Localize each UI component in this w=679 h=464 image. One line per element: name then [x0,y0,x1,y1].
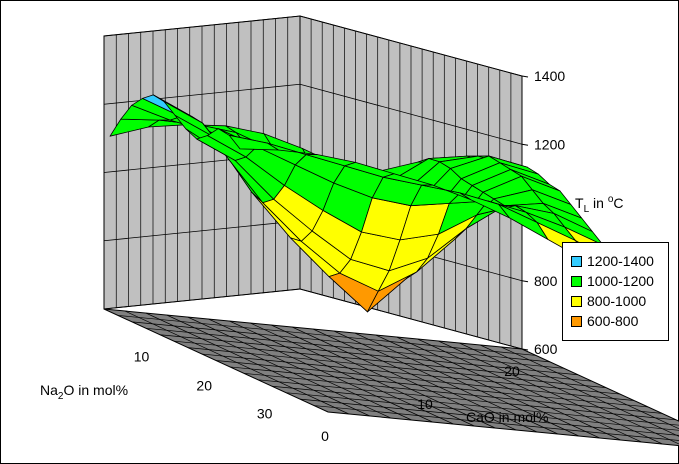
floor-gridline [243,373,663,414]
legend-label: 600-800 [587,313,639,329]
cao-tick-label: 10 [417,396,433,412]
cao-tick-label: 0 [321,428,329,444]
z-tick-label: 800 [534,273,558,289]
z-tick [521,143,529,146]
floor-gridline [285,392,679,431]
na2o-tick-label: 20 [196,378,212,394]
legend-swatch [571,316,582,327]
z-axis-label: TL in oC [575,194,624,215]
z-tick [521,75,529,78]
floor-gridline [201,353,621,395]
wall-z-gridline [103,220,301,242]
wall-z-gridline [103,83,301,105]
x-axis-label: CaO in mol% [466,409,548,425]
floor-gridline [131,321,551,363]
chart-floor: 10 20 30 0 10 20 [103,308,679,447]
y-axis-label: Na2O in mol% [40,382,128,402]
floor-gridline [187,347,607,388]
floor-gridline [299,398,679,436]
wall-z-gridline [299,83,523,145]
z-tick-label: 1200 [534,136,565,152]
floor-gridline [159,334,579,376]
floor-gridline [173,340,593,382]
floor-gridline [145,327,565,369]
wall-z-gridline [299,288,523,350]
legend-label: 800-1000 [587,293,647,309]
floor-gridline [117,315,537,356]
cao-tick-label: 20 [504,363,520,379]
chart-walls: 600800100012001400 [103,15,565,357]
z-tick [521,280,529,283]
axis-labels: TL in oC CaO in mol% Na2O in mol% [40,194,624,425]
na2o-tick-label: 30 [257,405,273,421]
surface-mesh [109,94,626,313]
z-tick-label: 600 [534,341,558,357]
floor-gridline [313,405,679,441]
floor-gridline [215,360,635,401]
legend-label: 1200-1400 [587,253,654,269]
legend-swatch [571,256,582,267]
legend-swatch [571,276,582,287]
z-tick-label: 1400 [534,68,565,84]
floor-gridline [271,385,679,426]
legend-swatch [571,296,582,307]
legend: 1200-1400 1000-1200 800-1000 600-800 [562,242,669,341]
wall-z-gridline [103,15,301,37]
floor-gridline [257,379,677,421]
na2o-tick-label: 10 [134,349,150,365]
wall-z-gridline [103,288,301,310]
wall-z-gridline [299,15,523,77]
floor-gridline [229,366,649,408]
legend-label: 1000-1200 [587,273,654,289]
